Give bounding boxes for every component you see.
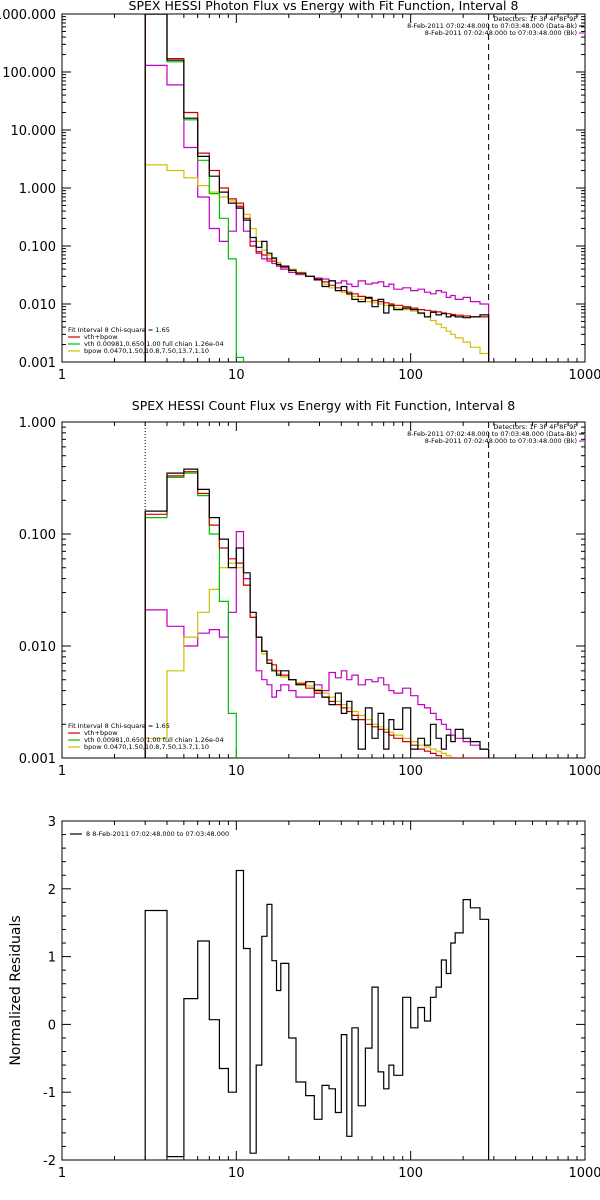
legend-data-bk-label: 8-Feb-2011 07:02:48.000 to 07:03:48.000 … bbox=[407, 22, 577, 30]
y-tick-label: 0.001 bbox=[19, 752, 56, 767]
y-tick-label: 0 bbox=[48, 1018, 56, 1033]
y-tick-label: 0.100 bbox=[19, 528, 56, 543]
plot-frame bbox=[61, 820, 586, 1161]
legend-bpow-label: bpow 0.0470,1.50,10.8,7.50,13.7,1.10 bbox=[84, 743, 209, 751]
legend-detectors: Detectors: 1F 3F 4F 8F 9F bbox=[493, 15, 577, 23]
x-tick-label: 10 bbox=[228, 1166, 245, 1181]
chart-title: SPEX HESSI Photon Flux vs Energy with Fi… bbox=[129, 0, 519, 13]
y-tick-label: 1.000 bbox=[19, 182, 56, 197]
y-tick-label: 1000.000 bbox=[0, 8, 56, 23]
plot-area bbox=[144, 14, 490, 362]
series-vth-line bbox=[144, 472, 237, 758]
legend-sum-label: vth+bpow bbox=[84, 333, 118, 341]
y-tick-label: 100.000 bbox=[2, 66, 56, 81]
plot-frame bbox=[61, 421, 586, 759]
legend-data-bk-label: 8-Feb-2011 07:02:48.000 to 07:03:48.000 … bbox=[407, 430, 577, 438]
x-tick-label: 1 bbox=[58, 764, 66, 779]
x-tick-label: 100 bbox=[398, 764, 423, 779]
series-bpow-line bbox=[144, 164, 490, 362]
chart-panel-2: SPEX HESSI Count Flux vs Energy with Fit… bbox=[19, 398, 600, 779]
y-tick-label: 0.001 bbox=[19, 356, 56, 371]
series-data-line bbox=[144, 468, 490, 758]
legend-fit-header: Fit Interval 8 Chi-square = 1.65 bbox=[68, 722, 170, 730]
series-vth-line bbox=[144, 14, 245, 362]
series-bk-line bbox=[144, 64, 490, 362]
y-tick-label: 1.000 bbox=[19, 416, 56, 431]
y-tick-label: 10.000 bbox=[11, 124, 57, 139]
series-sum-line bbox=[144, 14, 490, 362]
y-tick-label: 1 bbox=[48, 951, 56, 966]
legend-sum-label: vth+bpow bbox=[84, 729, 118, 737]
x-tick-label: 100 bbox=[398, 1166, 423, 1181]
x-tick-label: 1000 bbox=[568, 764, 600, 779]
legend-detectors: Detectors: 1F 3F 4F 8F 9F bbox=[493, 423, 577, 431]
x-tick-label: 1 bbox=[58, 1166, 66, 1181]
series-bk-line bbox=[144, 531, 490, 758]
chart-panel-3: 1 10 100 1000 -2 -1 0 1 2 3 Normalized Residuals 8 … bbox=[8, 815, 600, 1181]
plot-area bbox=[144, 468, 490, 758]
legend-bk-label: 8-Feb-2011 07:02:48.000 to 07:03:48.000 … bbox=[425, 29, 577, 37]
x-tick-label: 1000 bbox=[568, 1166, 600, 1181]
series-data-line bbox=[144, 14, 490, 362]
y-axis-label: Normalized Residuals bbox=[8, 915, 24, 1065]
series-data-line bbox=[144, 869, 490, 1160]
x-tick-label: 1000 bbox=[568, 368, 600, 383]
y-tick-label: 0.010 bbox=[19, 640, 56, 655]
legend-fit-header: Fit Interval 8 Chi-square = 1.65 bbox=[68, 326, 170, 334]
x-tick-label: 10 bbox=[228, 368, 245, 383]
plot-area bbox=[144, 869, 490, 1160]
legend-vth-label: vth 0.00981,0.650,1.00 full chian 1.26e-… bbox=[84, 736, 224, 744]
x-tick-label: 100 bbox=[398, 368, 423, 383]
legend-residual-label: 8 8-Feb-2011 07:02:48.000 to 07:03:48.00… bbox=[86, 830, 229, 838]
y-tick-label: 0.010 bbox=[19, 298, 56, 313]
legend-vth-label: vth 0.00981,0.650,1.00 full chian 1.26e-… bbox=[84, 340, 224, 348]
y-tick-label: 0.100 bbox=[19, 240, 56, 255]
x-tick-label: 10 bbox=[228, 764, 245, 779]
y-tick-label: 2 bbox=[48, 883, 56, 898]
x-tick-label: 1 bbox=[58, 368, 66, 383]
chart-title: SPEX HESSI Count Flux vs Energy with Fit… bbox=[132, 398, 515, 413]
legend-bpow-label: bpow 0.0470,1.50,10.8,7.50,13.7,1.10 bbox=[84, 347, 209, 355]
legend-bk-label: 8-Feb-2011 07:02:48.000 to 07:03:48.000 … bbox=[425, 437, 577, 445]
plot-frame bbox=[61, 13, 586, 363]
y-tick-label: -1 bbox=[43, 1086, 56, 1101]
y-tick-label: -2 bbox=[43, 1154, 56, 1169]
chart-panel-1: SPEX HESSI Photon Flux vs Energy with Fi… bbox=[0, 0, 600, 383]
y-tick-label: 3 bbox=[48, 815, 56, 830]
